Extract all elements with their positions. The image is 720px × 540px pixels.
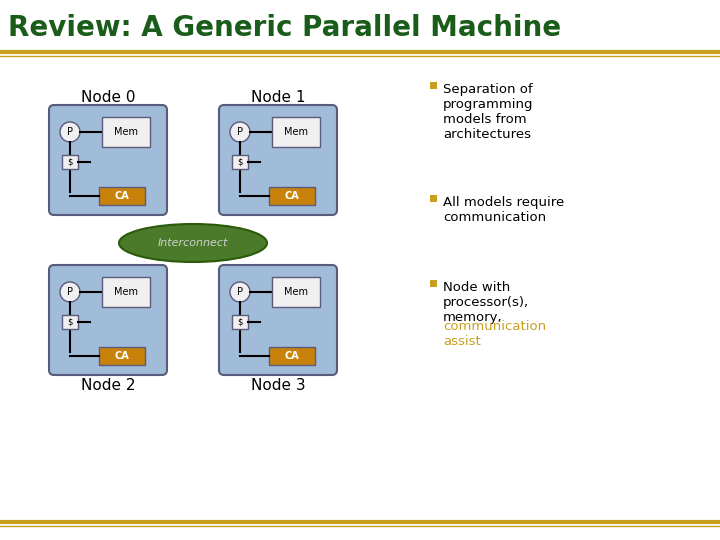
Text: CA: CA [114,191,130,201]
Circle shape [60,282,80,302]
FancyBboxPatch shape [269,347,315,365]
FancyBboxPatch shape [430,82,437,89]
FancyBboxPatch shape [430,280,437,287]
FancyBboxPatch shape [272,117,320,147]
Text: Separation of
programming
models from
architectures: Separation of programming models from ar… [443,83,534,141]
Circle shape [230,282,250,302]
Text: Interconnect: Interconnect [158,238,228,248]
Text: Review: A Generic Parallel Machine: Review: A Generic Parallel Machine [8,14,561,42]
Text: $: $ [67,158,73,166]
FancyBboxPatch shape [102,277,150,307]
Text: $: $ [238,158,243,166]
Text: CA: CA [284,191,300,201]
Text: Mem: Mem [284,127,308,137]
Text: P: P [67,287,73,297]
Text: $: $ [67,318,73,327]
FancyBboxPatch shape [219,265,337,375]
Text: Node with
processor(s),
memory,: Node with processor(s), memory, [443,281,529,324]
Text: communication
assist: communication assist [443,320,546,348]
Text: All models require
communication: All models require communication [443,196,564,224]
Circle shape [230,122,250,142]
Text: Node 3: Node 3 [251,379,305,394]
Circle shape [60,122,80,142]
FancyBboxPatch shape [99,347,145,365]
Text: CA: CA [284,351,300,361]
Text: $: $ [238,318,243,327]
Text: Node 1: Node 1 [251,91,305,105]
Text: Mem: Mem [114,127,138,137]
FancyBboxPatch shape [62,315,78,329]
FancyBboxPatch shape [219,105,337,215]
Text: P: P [237,127,243,137]
Text: Node 0: Node 0 [81,91,135,105]
FancyBboxPatch shape [269,187,315,205]
FancyBboxPatch shape [232,315,248,329]
Ellipse shape [119,224,267,262]
FancyBboxPatch shape [49,105,167,215]
FancyBboxPatch shape [62,155,78,169]
FancyBboxPatch shape [99,187,145,205]
FancyBboxPatch shape [430,195,437,202]
Text: P: P [67,127,73,137]
Text: CA: CA [114,351,130,361]
FancyBboxPatch shape [272,277,320,307]
Text: P: P [237,287,243,297]
Text: Node 2: Node 2 [81,379,135,394]
Text: Mem: Mem [284,287,308,297]
FancyBboxPatch shape [102,117,150,147]
Text: Mem: Mem [114,287,138,297]
FancyBboxPatch shape [232,155,248,169]
FancyBboxPatch shape [49,265,167,375]
